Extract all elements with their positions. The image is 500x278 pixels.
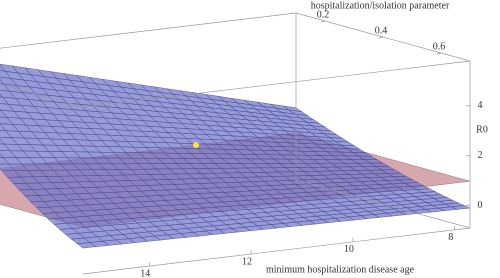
x-tick-label: 12 [242, 256, 252, 267]
y-tick-label: 0.4 [375, 25, 388, 36]
z-tick-label: 0 [478, 200, 483, 211]
x-tick-label: 10 [344, 244, 354, 255]
surface [0, 63, 471, 249]
z-tick-label: 4 [478, 100, 483, 111]
x-tick-label: 14 [140, 268, 150, 278]
z-axis-label: R0 [476, 124, 488, 135]
box-edge [82, 60, 471, 108]
box-edge [0, 12, 297, 49]
y-tick-label: 0.6 [433, 41, 446, 52]
x-axis-label: minimum hospitalization disease age [266, 264, 415, 275]
surface-cell [450, 205, 471, 210]
box-edge [0, 83, 84, 108]
x-tick-label: 8 [448, 232, 453, 243]
y-tick [378, 36, 384, 39]
box-edge [82, 227, 471, 275]
y-axis-label: hospitalization/isolation parameter [311, 0, 450, 11]
z-tick-label: 2 [478, 150, 483, 161]
marker-point [193, 142, 199, 148]
y-tick [436, 52, 442, 55]
box-edge [295, 179, 471, 229]
y-tick-label: 0.2 [317, 9, 330, 20]
axes: 8 10 12 14 0.2 0.4 0.6 0 2 4 minimum hospitalizati… [140, 0, 488, 278]
y-tick [320, 20, 326, 23]
